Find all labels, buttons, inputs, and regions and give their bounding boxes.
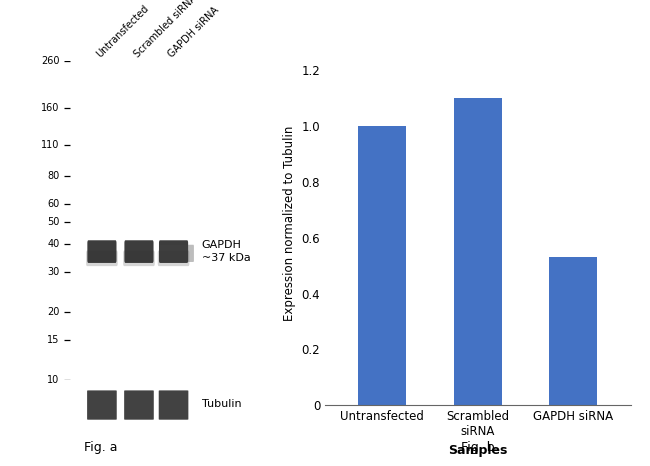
FancyBboxPatch shape	[124, 391, 154, 420]
Text: Fig. a: Fig. a	[84, 441, 118, 454]
Text: 10: 10	[47, 375, 59, 385]
Text: Scrambled siRNA: Scrambled siRNA	[132, 0, 198, 59]
FancyBboxPatch shape	[86, 251, 118, 266]
Text: Tubulin: Tubulin	[202, 399, 241, 409]
FancyBboxPatch shape	[159, 240, 188, 263]
FancyBboxPatch shape	[159, 391, 188, 420]
Text: 15: 15	[47, 335, 59, 345]
Text: 40: 40	[47, 239, 59, 249]
Text: 50: 50	[47, 217, 59, 227]
Text: 80: 80	[47, 171, 59, 181]
Text: GAPDH siRNA: GAPDH siRNA	[166, 5, 221, 59]
Bar	[454, 98, 502, 405]
Text: 160: 160	[41, 103, 59, 113]
Text: 60: 60	[47, 199, 59, 209]
Text: GAPDH
~37 kDa: GAPDH ~37 kDa	[202, 240, 250, 263]
FancyBboxPatch shape	[123, 251, 155, 266]
Bar	[358, 126, 406, 405]
FancyBboxPatch shape	[159, 245, 194, 262]
FancyBboxPatch shape	[87, 391, 117, 420]
FancyBboxPatch shape	[87, 240, 116, 263]
Text: 260: 260	[41, 55, 59, 66]
Text: Fig. b: Fig. b	[461, 441, 495, 454]
Text: 30: 30	[47, 267, 59, 277]
FancyBboxPatch shape	[124, 240, 153, 263]
Text: 20: 20	[47, 307, 59, 317]
Y-axis label: Expression normalized to Tubulin: Expression normalized to Tubulin	[283, 126, 296, 322]
Text: 110: 110	[41, 140, 59, 150]
X-axis label: Samples: Samples	[448, 444, 508, 457]
Text: Untransfected: Untransfected	[95, 3, 151, 59]
Bar	[549, 257, 597, 405]
FancyBboxPatch shape	[158, 251, 189, 266]
